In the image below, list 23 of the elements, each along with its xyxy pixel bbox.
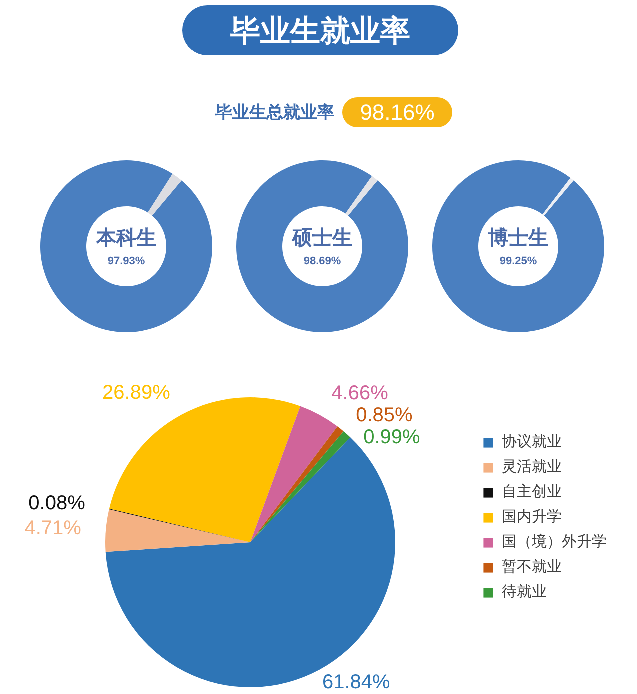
legend-label: 待就业 bbox=[502, 582, 547, 602]
legend-label: 国内升学 bbox=[502, 508, 562, 526]
data-label: 0.08% bbox=[28, 492, 86, 515]
data-label: 61.84% bbox=[322, 672, 391, 694]
data-label: 26.89% bbox=[102, 382, 171, 404]
text: 毕业生就业率 bbox=[230, 14, 410, 48]
legend-label: 自主创业 bbox=[502, 482, 562, 502]
legend-label: 国（境）外升学 bbox=[502, 532, 607, 552]
legend-label: 灵活就业 bbox=[502, 458, 562, 476]
data-label: 99.25% bbox=[500, 256, 538, 268]
data-label: 4.71% bbox=[24, 518, 82, 540]
text: 博士生 bbox=[488, 226, 548, 250]
text: 毕业生总就业率 bbox=[214, 103, 334, 122]
text: 本科生 bbox=[96, 228, 156, 250]
data-label: 97.93% bbox=[108, 256, 146, 268]
data-label: 0.99% bbox=[364, 426, 421, 449]
data-label: 0.85% bbox=[356, 404, 414, 427]
text: 98.16% bbox=[360, 100, 435, 125]
data-label: 4.66% bbox=[332, 382, 389, 405]
text: 硕士生 bbox=[292, 228, 352, 250]
legend-label: 暂不就业 bbox=[502, 558, 562, 576]
data-label: 98.69% bbox=[304, 256, 342, 268]
legend-label: 协议就业 bbox=[502, 432, 562, 452]
